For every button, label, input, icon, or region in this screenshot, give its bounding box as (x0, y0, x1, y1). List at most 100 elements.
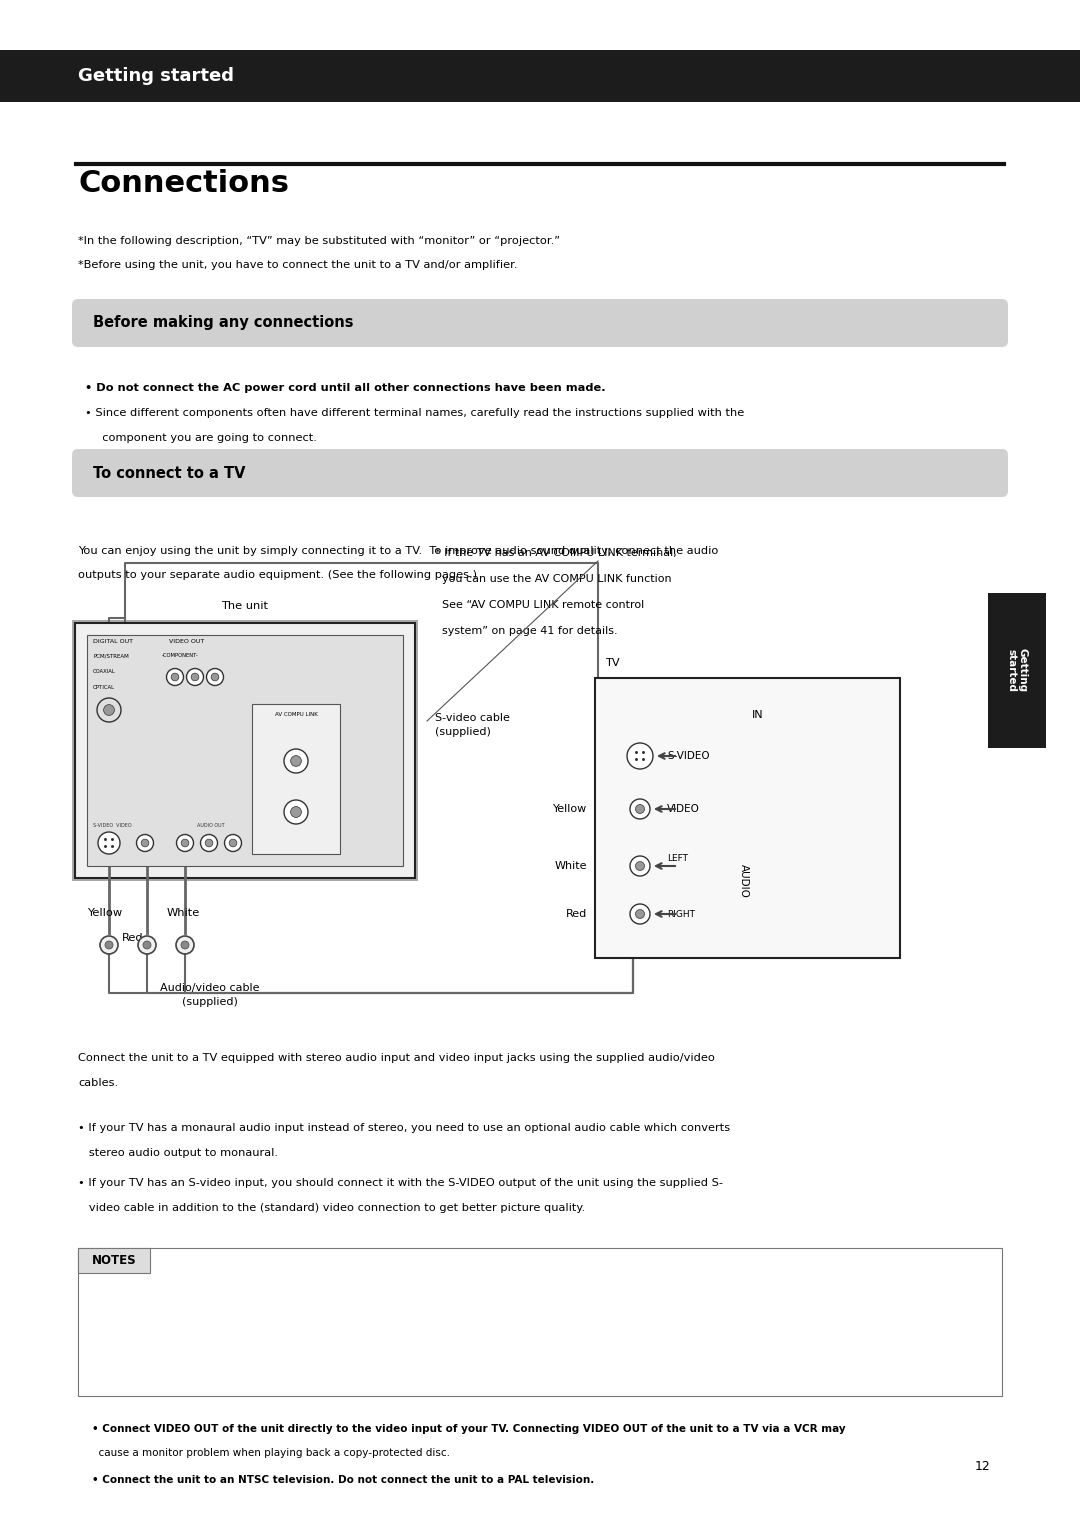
Circle shape (181, 941, 189, 949)
Text: *In the following description, “TV” may be substituted with “monitor” or “projec: *In the following description, “TV” may … (78, 235, 561, 246)
Bar (87, 636, 403, 866)
Bar (0, 50, 1080, 102)
Text: To connect to a TV: To connect to a TV (93, 466, 245, 480)
Text: VIDEO OUT: VIDEO OUT (168, 639, 204, 643)
Text: PCM/STREAM: PCM/STREAM (93, 652, 129, 659)
Text: S-VIDEO: S-VIDEO (667, 750, 710, 761)
Bar (75, 623, 415, 879)
Text: DIGITAL OUT: DIGITAL OUT (93, 639, 133, 643)
Text: The unit: The unit (221, 601, 269, 611)
Text: Yellow: Yellow (553, 804, 588, 814)
Circle shape (635, 758, 638, 761)
Circle shape (630, 905, 650, 924)
Circle shape (627, 743, 653, 769)
Circle shape (291, 807, 301, 817)
Circle shape (630, 799, 650, 819)
Text: TV: TV (605, 659, 620, 668)
Text: you can use the AV COMPU LINK function: you can use the AV COMPU LINK function (435, 575, 672, 584)
Bar (78, 1248, 1002, 1397)
Text: IN: IN (752, 711, 764, 720)
Text: AUDIO OUT: AUDIO OUT (197, 824, 225, 828)
Circle shape (630, 856, 650, 876)
Circle shape (141, 839, 149, 847)
Circle shape (212, 674, 219, 681)
Circle shape (176, 937, 194, 953)
Circle shape (100, 937, 118, 953)
Text: Yellow: Yellow (87, 908, 122, 918)
Text: Red: Red (566, 909, 588, 918)
Text: • Since different components often have different terminal names, carefully read: • Since different components often have … (85, 408, 744, 419)
Circle shape (136, 834, 153, 851)
Text: • Do not connect the AC power cord until all other connections have been made.: • Do not connect the AC power cord until… (85, 384, 606, 393)
Text: White: White (554, 860, 588, 871)
Circle shape (635, 805, 645, 813)
Text: LEFT: LEFT (667, 854, 688, 862)
Circle shape (171, 674, 179, 681)
Circle shape (642, 750, 645, 753)
Text: S-VIDEO  VIDEO: S-VIDEO VIDEO (93, 824, 132, 828)
Circle shape (635, 909, 645, 918)
Text: White: White (167, 908, 200, 918)
Text: video cable in addition to the (standard) video connection to get better picture: video cable in addition to the (standard… (78, 1203, 585, 1213)
Text: * If the TV has an AV COMPU LINK terminal,: * If the TV has an AV COMPU LINK termina… (435, 549, 677, 558)
Text: • If your TV has a monaural audio input instead of stereo, you need to use an op: • If your TV has a monaural audio input … (78, 1123, 730, 1132)
Circle shape (229, 839, 237, 847)
Circle shape (111, 837, 114, 840)
Circle shape (291, 756, 301, 767)
Circle shape (187, 669, 203, 686)
Circle shape (225, 834, 242, 851)
Text: Getting
started: Getting started (1007, 648, 1028, 692)
Text: *Before using the unit, you have to connect the unit to a TV and/or amplifier.: *Before using the unit, you have to conn… (78, 260, 517, 270)
Text: OPTICAL: OPTICAL (93, 685, 114, 691)
Circle shape (191, 674, 199, 681)
Bar (988, 593, 1047, 749)
Text: 12: 12 (974, 1459, 990, 1473)
Circle shape (104, 845, 107, 848)
Text: Getting started: Getting started (78, 67, 234, 86)
Circle shape (166, 669, 184, 686)
Circle shape (176, 834, 193, 851)
Circle shape (205, 839, 213, 847)
Text: outputs to your separate audio equipment. (See the following pages.): outputs to your separate audio equipment… (78, 570, 477, 581)
FancyBboxPatch shape (72, 299, 1008, 347)
Text: See “AV COMPU LINK remote control: See “AV COMPU LINK remote control (435, 601, 645, 610)
Circle shape (105, 941, 113, 949)
Text: Red: Red (122, 934, 144, 943)
Text: • Connect VIDEO OUT of the unit directly to the video input of your TV. Connecti: • Connect VIDEO OUT of the unit directly… (92, 1424, 846, 1433)
Circle shape (111, 845, 114, 848)
Circle shape (138, 937, 156, 953)
Text: • Connect the unit to an NTSC television. Do not connect the unit to a PAL telev: • Connect the unit to an NTSC television… (92, 1475, 594, 1485)
Text: Audio/video cable
(supplied): Audio/video cable (supplied) (160, 983, 260, 1007)
Circle shape (635, 750, 638, 753)
Bar (595, 678, 900, 958)
Text: AUDIO: AUDIO (739, 863, 750, 898)
Text: -COMPONENT-: -COMPONENT- (162, 652, 199, 659)
Bar (72, 620, 418, 882)
Circle shape (201, 834, 217, 851)
Text: S-video cable
(supplied): S-video cable (supplied) (435, 714, 510, 736)
Bar (252, 704, 340, 854)
Circle shape (104, 837, 107, 840)
Circle shape (284, 801, 308, 824)
Text: • If your TV has an S-video input, you should connect it with the S-VIDEO output: • If your TV has an S-video input, you s… (78, 1178, 723, 1187)
Text: Before making any connections: Before making any connections (93, 315, 353, 330)
Text: component you are going to connect.: component you are going to connect. (95, 432, 316, 443)
Circle shape (98, 833, 120, 854)
Circle shape (635, 862, 645, 871)
Text: system” on page 41 for details.: system” on page 41 for details. (435, 626, 618, 636)
Text: NOTES: NOTES (92, 1254, 136, 1267)
Circle shape (143, 941, 151, 949)
Text: RIGHT: RIGHT (667, 909, 696, 918)
FancyBboxPatch shape (72, 449, 1008, 497)
Text: Connect the unit to a TV equipped with stereo audio input and video input jacks : Connect the unit to a TV equipped with s… (78, 1053, 715, 1063)
Text: VIDEO: VIDEO (667, 804, 700, 814)
Circle shape (104, 704, 114, 715)
Circle shape (642, 758, 645, 761)
Text: cause a monitor problem when playing back a copy-protected disc.: cause a monitor problem when playing bac… (92, 1449, 450, 1458)
Text: stereo audio output to monaural.: stereo audio output to monaural. (78, 1148, 278, 1158)
Circle shape (181, 839, 189, 847)
Bar (78, 1248, 150, 1273)
Text: You can enjoy using the unit by simply connecting it to a TV.  To improve audio : You can enjoy using the unit by simply c… (78, 545, 718, 556)
Circle shape (284, 749, 308, 773)
Text: COAXIAL: COAXIAL (93, 669, 116, 674)
